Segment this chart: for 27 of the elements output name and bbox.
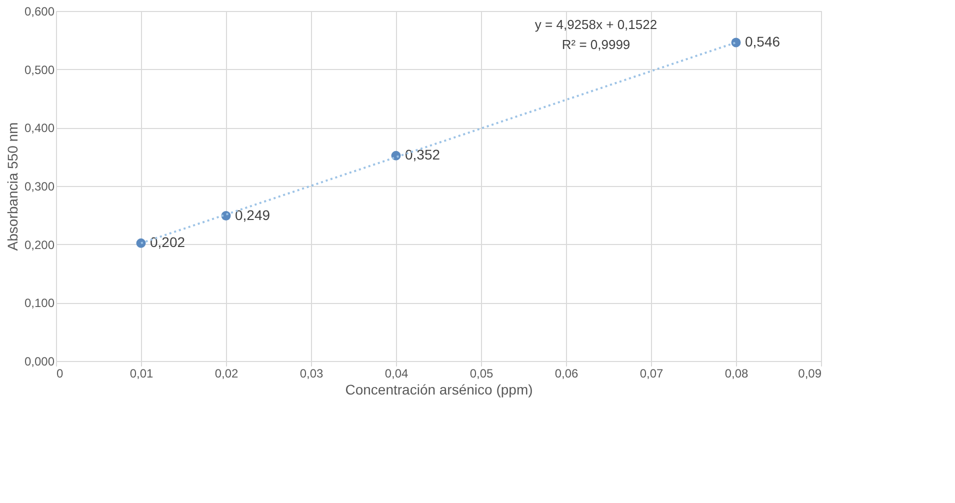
x-tick-label: 0 — [56, 366, 64, 380]
y-tick-label: 0,400 — [24, 121, 55, 136]
data-label: 0,546 — [745, 34, 780, 50]
data-label: 0,202 — [150, 234, 186, 250]
x-tick-label: 0,06 — [554, 366, 578, 380]
x-tick-label: 0,02 — [214, 366, 238, 380]
x-tick-label: 0,08 — [724, 366, 748, 380]
point — [136, 238, 146, 248]
y-tick-label: 0,500 — [24, 62, 55, 77]
annotation: R² = 0,9999 — [562, 37, 630, 52]
y-tick-label: 0,000 — [24, 354, 55, 368]
y-tick-label: 0,200 — [24, 238, 55, 252]
x-tick-label: 0,04 — [384, 366, 408, 380]
x-tick-label: 0,07 — [640, 366, 664, 380]
x-tick-label: 0,05 — [470, 366, 494, 380]
y-axis-title: Absorbancia 550 nm — [4, 122, 20, 251]
x-axis-title: Concentración arsénico (ppm) — [345, 382, 533, 398]
x-tick-label: 0,09 — [798, 366, 822, 380]
y-tick-label: 0,100 — [24, 296, 55, 310]
y-tick-label: 0,600 — [24, 4, 55, 18]
x-tick-label: 0,03 — [300, 366, 324, 380]
x-tick-label: 0,01 — [130, 366, 154, 380]
data-label: 0,352 — [405, 146, 440, 163]
data-label: 0,249 — [235, 206, 270, 223]
point — [731, 38, 741, 48]
annotation: y = 4,9258x + 0,1522 — [534, 17, 658, 32]
y-tick-label: 0,300 — [24, 180, 55, 194]
